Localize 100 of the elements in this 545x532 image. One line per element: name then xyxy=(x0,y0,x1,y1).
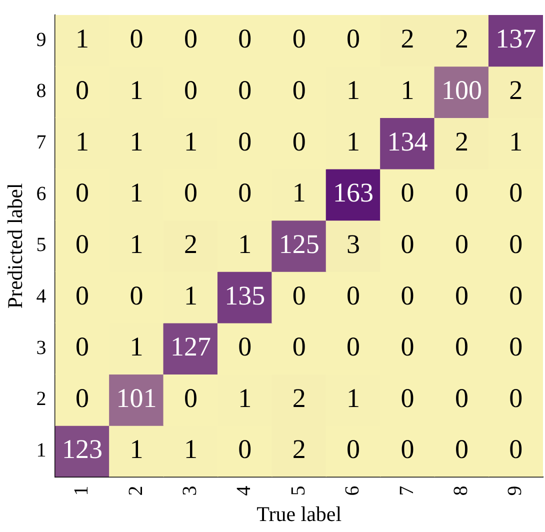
data-label: 1 xyxy=(238,228,252,259)
data-label: 2 xyxy=(454,126,468,156)
x-tick-label: 8 xyxy=(450,486,472,496)
x-tick-label: 2 xyxy=(124,486,147,496)
data-label: 1 xyxy=(76,24,90,54)
data-label: 100 xyxy=(441,75,482,106)
data-label: 1 xyxy=(130,434,144,464)
data-label: 0 xyxy=(400,382,414,413)
y-tick-label: 6 xyxy=(36,182,46,205)
x-tick-label: 5 xyxy=(287,486,310,496)
data-label: 0 xyxy=(238,178,252,208)
data-label: 1 xyxy=(509,126,523,156)
data-label: 0 xyxy=(130,24,144,54)
data-label: 0 xyxy=(509,280,523,310)
y-tick-label: 7 xyxy=(36,132,46,154)
data-label: 0 xyxy=(238,434,252,464)
data-label: 1 xyxy=(130,75,144,106)
data-label: 1 xyxy=(130,228,144,259)
data-label: 1 xyxy=(76,126,90,156)
y-tick-label: 4 xyxy=(36,285,46,308)
data-label: 1 xyxy=(130,126,144,156)
data-label: 0 xyxy=(454,332,468,362)
data-label: 1 xyxy=(346,75,360,106)
y-tick-label: 3 xyxy=(36,336,46,359)
data-label: 127 xyxy=(170,332,211,362)
data-label: 0 xyxy=(454,178,468,208)
data-label: 1 xyxy=(346,126,360,156)
data-label: 2 xyxy=(400,24,414,54)
data-label: 1 xyxy=(130,178,144,208)
data-label: 0 xyxy=(346,280,360,310)
data-label: 1 xyxy=(184,434,198,464)
data-label: 134 xyxy=(387,126,428,156)
data-label: 1 xyxy=(400,75,414,106)
data-label: 0 xyxy=(76,228,90,259)
data-label: 0 xyxy=(400,280,414,310)
data-label: 0 xyxy=(400,332,414,362)
x-tick-label: 9 xyxy=(504,486,526,496)
y-tick-label: 1 xyxy=(36,439,46,462)
data-label: 0 xyxy=(454,228,468,259)
data-label: 135 xyxy=(224,280,266,310)
data-label: 137 xyxy=(496,24,536,54)
data-label: 0 xyxy=(400,228,414,259)
data-label: 0 xyxy=(238,332,252,362)
data-label: 0 xyxy=(346,24,360,54)
data-label: 0 xyxy=(509,178,523,208)
data-label: 1 xyxy=(346,382,360,413)
data-label: 0 xyxy=(238,24,252,54)
data-label: 0 xyxy=(509,434,523,464)
data-label: 0 xyxy=(76,75,90,106)
data-label: 1 xyxy=(184,280,198,310)
data-label: 2 xyxy=(292,434,306,464)
data-label: 125 xyxy=(278,228,320,259)
data-label: 163 xyxy=(333,178,374,208)
data-label: 2 xyxy=(292,382,306,413)
data-label: 0 xyxy=(238,126,252,156)
data-label: 1 xyxy=(238,382,252,413)
y-tick-label: 5 xyxy=(36,234,46,256)
data-label: 0 xyxy=(292,280,306,310)
x-axis-title: True label xyxy=(256,502,342,526)
data-label: 0 xyxy=(454,434,468,464)
x-tick-label: 1 xyxy=(70,486,93,496)
data-label: 0 xyxy=(184,24,198,54)
data-label: 1 xyxy=(292,178,306,208)
data-label: 0 xyxy=(184,382,198,413)
data-label: 0 xyxy=(184,178,198,208)
data-label: 0 xyxy=(454,280,468,310)
data-label: 0 xyxy=(76,332,90,362)
data-label: 101 xyxy=(116,382,157,413)
x-tick-label: 4 xyxy=(233,486,256,496)
data-label: 0 xyxy=(76,382,90,413)
data-label: 0 xyxy=(292,332,306,362)
x-tick-label: 6 xyxy=(342,486,364,496)
y-tick-label: 9 xyxy=(36,28,46,51)
data-label: 123 xyxy=(62,434,103,464)
data-label: 1 xyxy=(184,126,198,156)
y-tick-label: 8 xyxy=(36,80,46,102)
data-label: 2 xyxy=(509,75,523,106)
data-label: 0 xyxy=(509,332,523,362)
data-label: 0 xyxy=(130,280,144,310)
y-tick-label: 2 xyxy=(36,388,46,410)
x-tick-label: 3 xyxy=(178,486,201,496)
data-label: 0 xyxy=(184,75,198,106)
y-axis-title: Predicted label xyxy=(3,183,28,309)
data-label: 2 xyxy=(184,228,198,259)
data-label: 0 xyxy=(509,228,523,259)
data-label: 3 xyxy=(346,228,360,259)
data-label: 0 xyxy=(76,178,90,208)
data-label: 0 xyxy=(238,75,252,106)
data-label: 0 xyxy=(346,332,360,362)
data-label: 0 xyxy=(292,75,306,106)
x-tick-label: 7 xyxy=(396,486,418,496)
data-label: 0 xyxy=(292,126,306,156)
data-label: 1 xyxy=(130,332,144,362)
data-label: 0 xyxy=(346,434,360,464)
data-label: 0 xyxy=(76,280,90,310)
data-label: 0 xyxy=(400,178,414,208)
data-label: 2 xyxy=(454,24,468,54)
data-label: 0 xyxy=(400,434,414,464)
data-label: 0 xyxy=(454,382,468,413)
data-label: 0 xyxy=(292,24,306,54)
